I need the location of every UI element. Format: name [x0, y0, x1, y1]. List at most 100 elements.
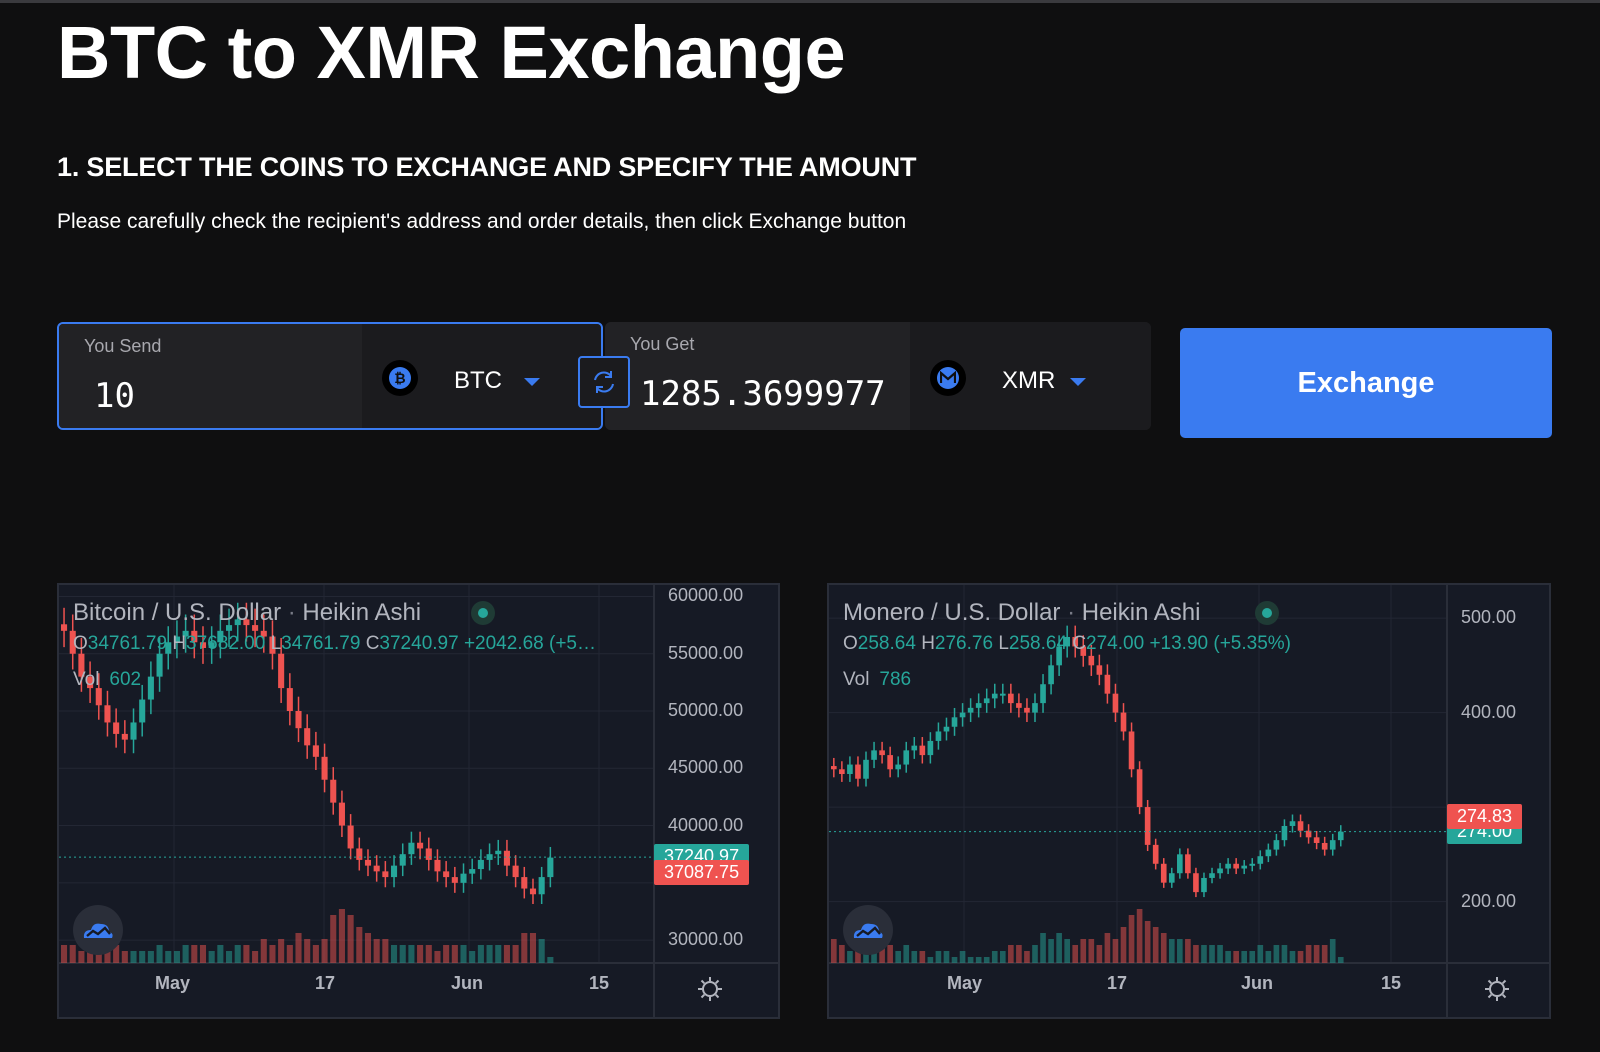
candle [529, 888, 537, 895]
volume-bar [1329, 939, 1336, 963]
volume-bar [1056, 933, 1062, 963]
candle [919, 745, 926, 756]
y-tick-label: 500.00 [1461, 607, 1517, 628]
volume-bar [831, 939, 837, 963]
prev-price-tag: 37087.75 [654, 859, 750, 885]
volume-bar [399, 945, 406, 963]
candle [451, 877, 458, 883]
volume-bar [959, 951, 966, 963]
candle [330, 779, 337, 803]
btc-chart-canvas[interactable] [59, 585, 780, 1019]
candle [234, 619, 241, 626]
get-coin-select[interactable]: XMR [910, 322, 1151, 430]
candle [226, 625, 233, 631]
volume-bar [304, 939, 311, 963]
send-coin-label: BTC [454, 367, 502, 394]
volume-bar [1233, 951, 1239, 963]
candle [278, 653, 285, 689]
volume-bar [1241, 951, 1248, 963]
xmr-chart[interactable]: Monero / U.S. Dollar · Heikin Ashi O258.… [827, 583, 1551, 1019]
btc-chart[interactable]: Bitcoin / U.S. Dollar · Heikin Ashi O347… [57, 583, 780, 1019]
volume-bar [252, 951, 259, 963]
candle [1032, 703, 1038, 713]
candle [1185, 854, 1191, 874]
candle [182, 630, 189, 637]
candle [1233, 863, 1239, 869]
settings-gear-icon[interactable] [696, 975, 724, 1008]
exchange-button[interactable]: Exchange [1180, 328, 1552, 438]
volume-bar [1032, 945, 1038, 963]
volume-bar [356, 927, 363, 963]
volume-bar [975, 957, 982, 963]
volume-bar [243, 945, 250, 963]
candle [460, 873, 467, 883]
y-tick-label: 40000.00 [668, 814, 744, 835]
candle [295, 711, 302, 729]
candle [312, 745, 319, 757]
get-field[interactable]: You Get 1285.3699977 XMR [605, 322, 1151, 430]
volume-bar [503, 945, 510, 963]
candle [1152, 844, 1159, 864]
volume-bar [330, 915, 337, 963]
candle [1273, 840, 1280, 850]
send-amount-input[interactable]: 10 [94, 376, 135, 416]
tradingview-logo-icon[interactable] [73, 905, 123, 955]
bitcoin-icon: ₿ [382, 360, 418, 396]
volume-bar [173, 951, 180, 963]
settings-gear-icon[interactable] [1483, 975, 1511, 1008]
get-amount-area[interactable]: You Get 1285.3699977 [605, 322, 910, 430]
volume-bar [1201, 945, 1207, 963]
candle [895, 764, 902, 770]
candle [165, 642, 172, 654]
candle [121, 733, 128, 740]
candle [304, 728, 311, 746]
x-tick-label: May [947, 973, 983, 993]
candle [130, 722, 137, 740]
volume-bar [113, 945, 120, 963]
volume-bar [1257, 945, 1264, 963]
volume-bar [903, 945, 910, 963]
prev-price-tag: 274.83 [1447, 803, 1523, 829]
volume-bar [95, 951, 102, 963]
candle [967, 707, 974, 713]
xmr-chart-canvas[interactable] [829, 585, 1551, 1019]
candle [847, 764, 853, 774]
candle [382, 871, 389, 878]
x-tick-label: Jun [451, 973, 484, 993]
candle [260, 630, 267, 637]
volume-bar [1080, 939, 1087, 963]
candle [1297, 821, 1304, 831]
volume-bar [1225, 951, 1231, 963]
volume-bar [911, 951, 918, 963]
candle [959, 712, 966, 718]
volume-bar [512, 945, 519, 963]
tradingview-logo-icon[interactable] [843, 905, 893, 955]
x-tick-label: Jun [1241, 973, 1274, 993]
send-field[interactable]: You Send 10 ₿ BTC [57, 322, 603, 430]
volume-bar [927, 957, 934, 963]
candle [1040, 684, 1046, 704]
candle [286, 688, 293, 711]
candle [87, 676, 94, 689]
candle [951, 717, 958, 727]
get-amount-value[interactable]: 1285.3699977 [640, 374, 886, 414]
volume-bar [61, 945, 68, 963]
volume-bar [1177, 939, 1183, 963]
send-amount-area[interactable]: You Send 10 [59, 324, 362, 428]
volume-bar [321, 939, 328, 963]
send-coin-select[interactable]: ₿ BTC [362, 324, 601, 428]
volume-bar [1185, 939, 1191, 963]
volume-bar [1128, 915, 1135, 963]
get-coin-label: XMR [1002, 367, 1056, 394]
swap-button[interactable] [578, 356, 630, 408]
candle [477, 859, 484, 870]
volume-bar [226, 951, 233, 963]
candle [1337, 831, 1344, 841]
chart-style: Heikin Ashi [1081, 599, 1201, 626]
candle [1201, 877, 1207, 893]
y-tick-label: 55000.00 [668, 642, 744, 663]
volume-bar [338, 909, 345, 963]
candle [1265, 849, 1272, 857]
candle [373, 865, 380, 872]
candle [1249, 863, 1256, 866]
